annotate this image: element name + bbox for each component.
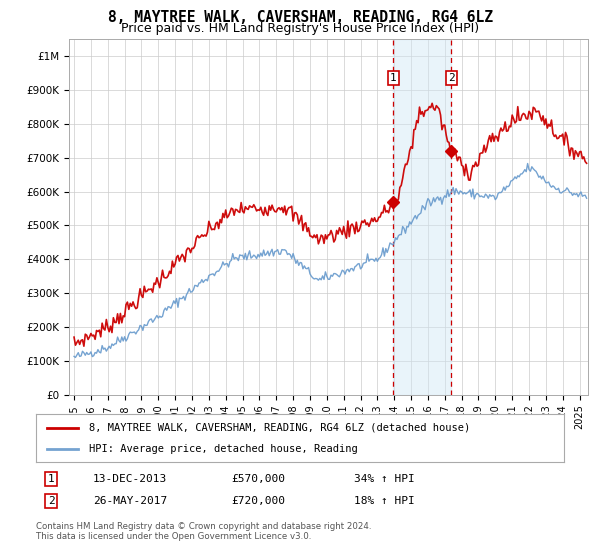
Text: 1: 1 (390, 73, 397, 83)
Text: 18% ↑ HPI: 18% ↑ HPI (354, 496, 415, 506)
Text: 26-MAY-2017: 26-MAY-2017 (93, 496, 167, 506)
Bar (394, 39, 451, 395)
Text: 8, MAYTREE WALK, CAVERSHAM, READING, RG4 6LZ (detached house): 8, MAYTREE WALK, CAVERSHAM, READING, RG4… (89, 423, 470, 433)
Text: Price paid vs. HM Land Registry's House Price Index (HPI): Price paid vs. HM Land Registry's House … (121, 22, 479, 35)
Text: 1: 1 (47, 474, 55, 484)
Text: 2: 2 (47, 496, 55, 506)
Text: £720,000: £720,000 (231, 496, 285, 506)
Text: 34% ↑ HPI: 34% ↑ HPI (354, 474, 415, 484)
Text: HPI: Average price, detached house, Reading: HPI: Average price, detached house, Read… (89, 444, 358, 454)
Text: 8, MAYTREE WALK, CAVERSHAM, READING, RG4 6LZ: 8, MAYTREE WALK, CAVERSHAM, READING, RG4… (107, 10, 493, 25)
Text: £570,000: £570,000 (231, 474, 285, 484)
Text: 2: 2 (448, 73, 455, 83)
Text: Contains HM Land Registry data © Crown copyright and database right 2024.
This d: Contains HM Land Registry data © Crown c… (36, 522, 371, 542)
Text: 13-DEC-2013: 13-DEC-2013 (93, 474, 167, 484)
